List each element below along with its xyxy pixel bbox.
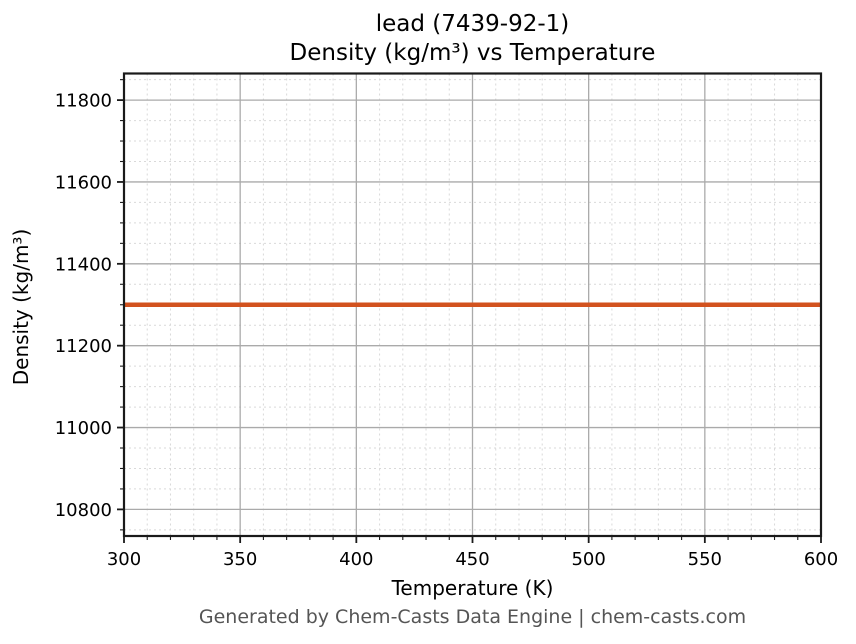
x-tick-label: 450	[455, 549, 489, 570]
x-axis-label: Temperature (K)	[391, 576, 554, 600]
y-tick-label: 11000	[55, 418, 112, 439]
y-tick-label: 11600	[55, 172, 112, 193]
chart-title-block: lead (7439-92-1) Density (kg/m³) vs Temp…	[124, 10, 821, 68]
chart-title-line1: lead (7439-92-1)	[375, 11, 570, 37]
x-tick-label: 550	[688, 549, 722, 570]
y-tick-label: 10800	[55, 500, 112, 521]
y-tick-label: 11200	[55, 336, 112, 357]
chart-title-line2: Density (kg/m³) vs Temperature	[289, 40, 656, 66]
x-tick-label: 300	[107, 549, 141, 570]
y-tick-label: 11400	[55, 254, 112, 275]
y-axis-label: Density (kg/m³)	[9, 228, 33, 386]
x-tick-label: 600	[804, 549, 838, 570]
footer-credit: Generated by Chem-Casts Data Engine | ch…	[198, 606, 747, 628]
x-tick-label: 350	[223, 549, 257, 570]
y-tick-label: 11800	[55, 91, 112, 112]
x-tick-label: 500	[571, 549, 605, 570]
x-tick-label: 400	[339, 549, 373, 570]
